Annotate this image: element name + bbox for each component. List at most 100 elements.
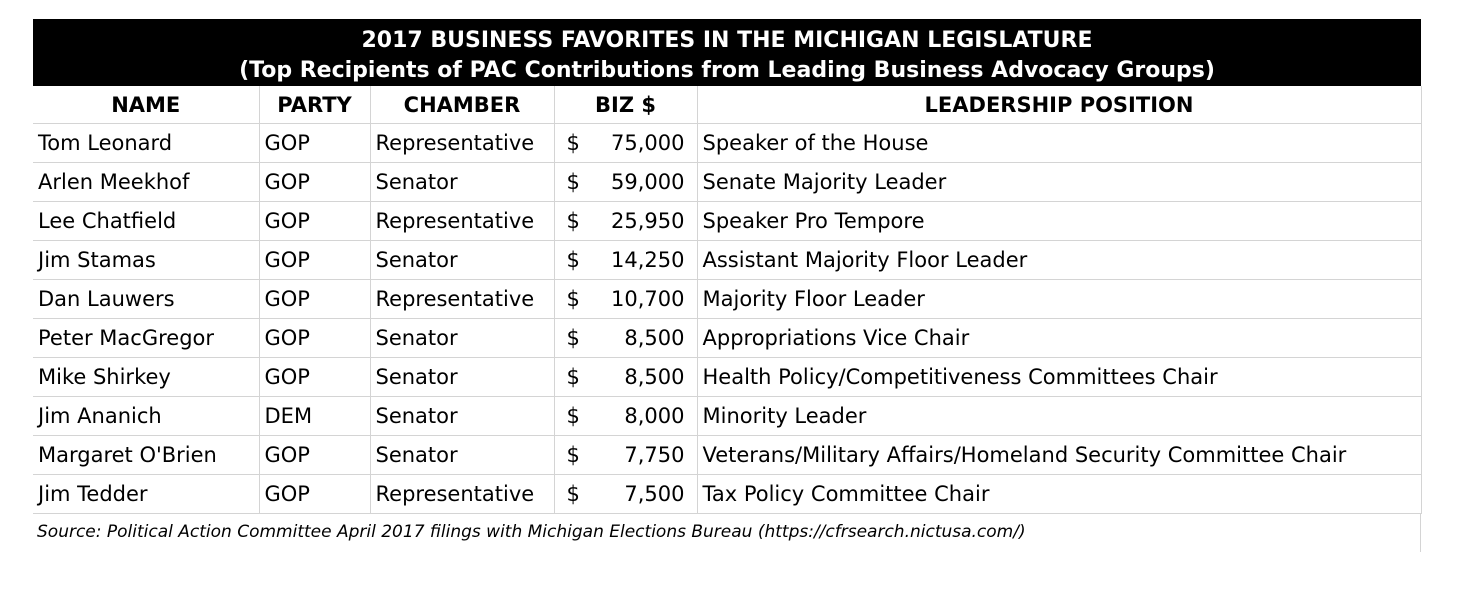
table-title: 2017 BUSINESS FAVORITES IN THE MICHIGAN …	[361, 28, 1093, 53]
currency-symbol: $	[566, 209, 580, 233]
cell-chamber: Senator	[370, 357, 555, 397]
amount-wrapper: $7,750	[555, 443, 697, 467]
amount-wrapper: $7,500	[555, 482, 697, 506]
header-name: NAME	[33, 86, 260, 124]
table-row: Jim Tedder GOP Representative $7,500 Tax Pol…	[33, 474, 1422, 514]
cell-party: GOP	[259, 279, 371, 319]
cell-chamber: Senator	[370, 240, 555, 280]
amount-value: 7,750	[624, 443, 685, 467]
currency-symbol: $	[566, 287, 580, 311]
cell-biz-amount: $14,250	[554, 240, 698, 280]
cell-party: GOP	[259, 474, 371, 514]
table-row: Lee Chatfield GOP Representative $25,950 Spe…	[33, 201, 1422, 241]
table-row: Mike Shirkey GOP Senator $8,500 Health Polic…	[33, 357, 1422, 397]
cell-biz-amount: $7,750	[554, 435, 698, 475]
cell-leadership-position: Veterans/Military Affairs/Homeland Secur…	[697, 435, 1422, 475]
cell-leadership-position: Senate Majority Leader	[697, 162, 1422, 202]
cell-party: GOP	[259, 240, 371, 280]
cell-name: Jim Stamas	[33, 240, 260, 280]
cell-leadership-position: Minority Leader	[697, 396, 1422, 436]
cell-biz-amount: $25,950	[554, 201, 698, 241]
table-row: Jim Stamas GOP Senator $14,250 Assistant Maj…	[33, 240, 1422, 280]
cell-leadership-position: Appropriations Vice Chair	[697, 318, 1422, 358]
cell-biz-amount: $59,000	[554, 162, 698, 202]
cell-name: Arlen Meekhof	[33, 162, 260, 202]
table-title-banner: 2017 BUSINESS FAVORITES IN THE MICHIGAN …	[33, 19, 1421, 86]
header-row: NAME PARTY CHAMBER BIZ $ LEADERSHIP POSI…	[33, 86, 1422, 124]
amount-wrapper: $8,500	[555, 326, 697, 350]
cell-leadership-position: Speaker Pro Tempore	[697, 201, 1422, 241]
header-chamber: CHAMBER	[370, 86, 555, 124]
currency-symbol: $	[566, 365, 580, 389]
cell-party: GOP	[259, 162, 371, 202]
amount-wrapper: $25,950	[555, 209, 697, 233]
cell-biz-amount: $8,000	[554, 396, 698, 436]
table-body: Tom Leonard GOP Representative $75,000 Speak…	[33, 123, 1422, 514]
cell-party: GOP	[259, 123, 371, 163]
cell-chamber: Representative	[370, 474, 555, 514]
currency-symbol: $	[566, 326, 580, 350]
amount-value: 25,950	[611, 209, 685, 233]
table-row: Arlen Meekhof GOP Senator $59,000 Senate Maj…	[33, 162, 1422, 202]
currency-symbol: $	[566, 404, 580, 428]
amount-wrapper: $10,700	[555, 287, 697, 311]
cell-name: Lee Chatfield	[33, 201, 260, 241]
cell-leadership-position: Speaker of the House	[697, 123, 1422, 163]
cell-biz-amount: $8,500	[554, 357, 698, 397]
cell-leadership-position: Assistant Majority Floor Leader	[697, 240, 1422, 280]
amount-wrapper: $59,000	[555, 170, 697, 194]
currency-symbol: $	[566, 131, 580, 155]
cell-biz-amount: $75,000	[554, 123, 698, 163]
cell-chamber: Senator	[370, 162, 555, 202]
cell-name: Margaret O'Brien	[33, 435, 260, 475]
cell-chamber: Senator	[370, 396, 555, 436]
amount-value: 59,000	[611, 170, 685, 194]
header-leadership-position: LEADERSHIP POSITION	[697, 86, 1422, 124]
amount-value: 7,500	[624, 482, 685, 506]
cell-name: Jim Tedder	[33, 474, 260, 514]
source-note: Source: Political Action Committee April…	[33, 514, 1421, 552]
cell-party: GOP	[259, 435, 371, 475]
table-subtitle: (Top Recipients of PAC Contributions fro…	[239, 58, 1215, 83]
currency-symbol: $	[566, 248, 580, 272]
cell-name: Dan Lauwers	[33, 279, 260, 319]
amount-value: 8,500	[624, 326, 685, 350]
cell-chamber: Senator	[370, 435, 555, 475]
cell-chamber: Representative	[370, 123, 555, 163]
table-row: Jim Ananich DEM Senator $8,000 Minority Lead…	[33, 396, 1422, 436]
amount-wrapper: $8,500	[555, 365, 697, 389]
amount-value: 10,700	[611, 287, 685, 311]
amount-wrapper: $75,000	[555, 131, 697, 155]
cell-party: GOP	[259, 357, 371, 397]
cell-chamber: Senator	[370, 318, 555, 358]
cell-name: Peter MacGregor	[33, 318, 260, 358]
cell-biz-amount: $10,700	[554, 279, 698, 319]
currency-symbol: $	[566, 443, 580, 467]
cell-biz-amount: $8,500	[554, 318, 698, 358]
amount-wrapper: $14,250	[555, 248, 697, 272]
table-row: Margaret O'Brien GOP Senator $7,750 Veterans…	[33, 435, 1422, 475]
amount-value: 8,000	[624, 404, 685, 428]
cell-party: DEM	[259, 396, 371, 436]
header-biz-amount: BIZ $	[554, 86, 698, 124]
cell-biz-amount: $7,500	[554, 474, 698, 514]
table-row: Tom Leonard GOP Representative $75,000 Speak…	[33, 123, 1422, 163]
cell-party: GOP	[259, 318, 371, 358]
cell-party: GOP	[259, 201, 371, 241]
cell-leadership-position: Tax Policy Committee Chair	[697, 474, 1422, 514]
contributions-table: NAME PARTY CHAMBER BIZ $ LEADERSHIP POSI…	[33, 86, 1422, 514]
cell-name: Jim Ananich	[33, 396, 260, 436]
table-row: Dan Lauwers GOP Representative $10,700 Major…	[33, 279, 1422, 319]
amount-value: 8,500	[624, 365, 685, 389]
cell-name: Tom Leonard	[33, 123, 260, 163]
cell-leadership-position: Majority Floor Leader	[697, 279, 1422, 319]
cell-leadership-position: Health Policy/Competitiveness Committees…	[697, 357, 1422, 397]
amount-value: 75,000	[611, 131, 685, 155]
amount-wrapper: $8,000	[555, 404, 697, 428]
currency-symbol: $	[566, 170, 580, 194]
header-party: PARTY	[259, 86, 371, 124]
table-row: Peter MacGregor GOP Senator $8,500 Appropria…	[33, 318, 1422, 358]
amount-value: 14,250	[611, 248, 685, 272]
cell-chamber: Representative	[370, 201, 555, 241]
cell-name: Mike Shirkey	[33, 357, 260, 397]
